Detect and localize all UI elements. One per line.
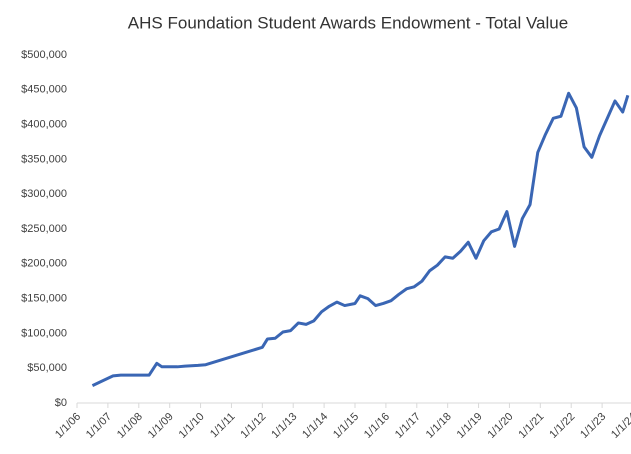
x-tick-label: 1/1/18 [424, 411, 454, 441]
x-tick-label: 1/1/20 [486, 411, 516, 441]
x-tick-label: 1/1/07 [84, 411, 114, 441]
y-tick-label: $200,000 [21, 258, 67, 270]
chart-title: AHS Foundation Student Awards Endowment … [128, 13, 568, 32]
data-line [91, 91, 630, 387]
y-tick-label: $50,000 [27, 362, 67, 374]
x-tick-label: 1/1/16 [362, 411, 392, 441]
x-tick-label: 1/1/06 [53, 411, 83, 441]
x-tick-label: 1/1/22 [547, 411, 577, 441]
x-tick-label: 1/1/13 [269, 411, 299, 441]
y-tick-label: $300,000 [21, 188, 67, 200]
y-tick-label: $500,000 [21, 49, 67, 61]
x-tick-label: 1/1/14 [300, 411, 330, 441]
y-tick-label: $400,000 [21, 119, 67, 131]
y-tick-label: $450,000 [21, 84, 67, 96]
x-tick-label: 1/1/12 [238, 411, 268, 441]
y-tick-label: $100,000 [21, 327, 67, 339]
x-tick-label: 1/1/21 [516, 411, 546, 441]
x-tick-label: 1/1/19 [455, 411, 485, 441]
x-tick-label: 1/1/17 [393, 411, 423, 441]
x-tick-label: 1/1/23 [578, 411, 608, 441]
x-tick-label: 1/1/15 [331, 411, 361, 441]
x-tick-label: 1/1/08 [115, 411, 145, 441]
y-tick-label: $0 [55, 397, 67, 409]
y-tick-label: $250,000 [21, 223, 67, 235]
y-tick-label: $350,000 [21, 153, 67, 165]
y-tick-label: $150,000 [21, 293, 67, 305]
x-tick-label: 1/1/24 [609, 411, 631, 441]
x-tick-label: 1/1/09 [146, 411, 176, 441]
x-tick-label: 1/1/10 [177, 411, 207, 441]
x-tick-label: 1/1/11 [208, 411, 238, 441]
